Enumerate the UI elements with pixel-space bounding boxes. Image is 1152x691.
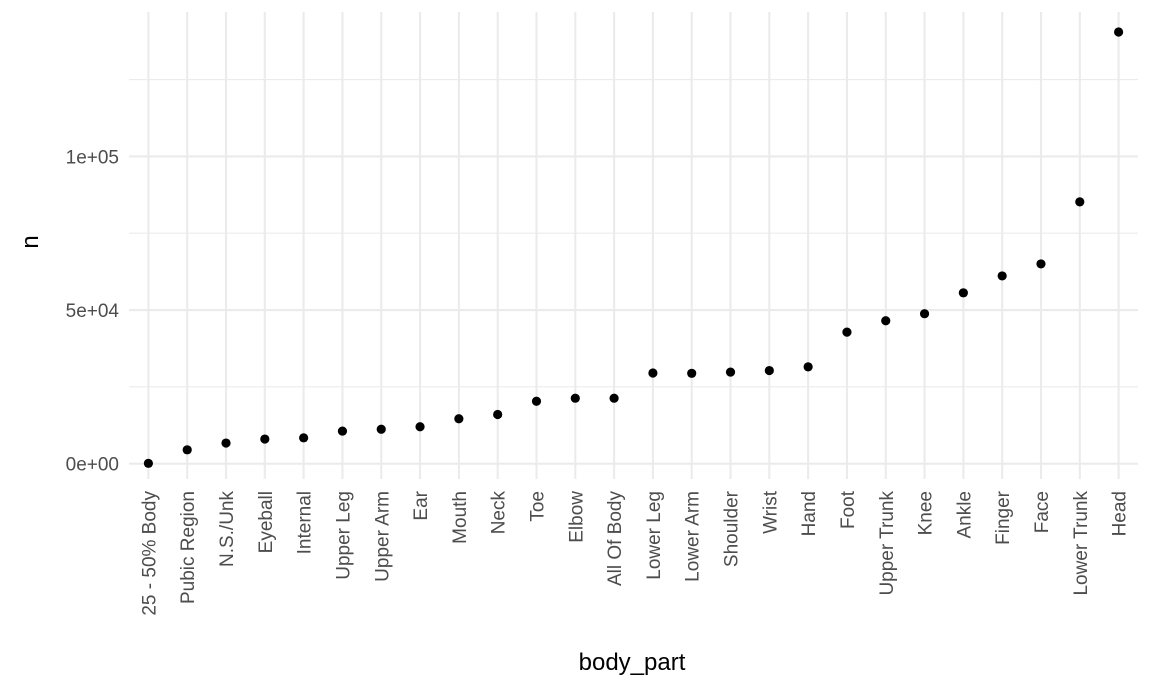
y-axis-tick-labels: 0e+00 5e+04 1e+05 <box>66 147 120 475</box>
x-tick-label: Upper Arm <box>372 491 393 582</box>
data-point <box>648 368 658 378</box>
x-tick-label: Internal <box>295 491 316 554</box>
data-point <box>493 409 503 420</box>
x-tick-label: Upper Trunk <box>877 491 898 596</box>
data-point <box>143 458 154 468</box>
data-point <box>531 396 542 406</box>
x-tick-label: N.S./Unk <box>217 491 238 568</box>
x-tick-label: Ankle <box>954 491 975 539</box>
x-tick-label: All Of Body <box>605 491 626 587</box>
x-tick-label: Eyeball <box>256 491 277 553</box>
y-axis-title: n <box>17 235 44 248</box>
x-axis-title: body_part <box>579 649 686 676</box>
data-point <box>764 365 774 376</box>
data-point <box>299 433 309 443</box>
data-points <box>143 27 1124 468</box>
x-tick-label: Lower Arm <box>683 491 704 582</box>
data-point <box>842 327 852 337</box>
data-point <box>376 424 386 434</box>
data-point <box>337 426 348 436</box>
x-tick-label: Elbow <box>566 491 587 543</box>
x-tick-label: Mouth <box>450 491 471 544</box>
x-tick-label: Wrist <box>760 490 781 534</box>
y-tick-label: 5e+04 <box>66 301 120 322</box>
data-point <box>1075 197 1085 207</box>
x-tick-label: Face <box>1032 491 1053 533</box>
data-point <box>1113 27 1124 37</box>
data-point <box>881 316 891 326</box>
grid-lines <box>129 12 1138 479</box>
x-tick-label: Lower Leg <box>644 491 665 580</box>
x-axis-tick-labels: 25 - 50% Body Pubic Region N.S./Unk Eyeball… <box>139 490 1130 615</box>
data-point <box>221 438 231 448</box>
data-point <box>919 309 930 319</box>
data-point <box>454 414 464 424</box>
x-tick-label: 25 - 50% Body <box>139 491 160 616</box>
data-point <box>260 434 270 444</box>
data-point <box>687 368 697 378</box>
x-tick-label: Head <box>1110 491 1131 536</box>
x-tick-label: Finger <box>993 490 1014 545</box>
x-tick-label: Shoulder <box>722 490 743 567</box>
x-tick-label: Hand <box>799 491 820 536</box>
x-tick-label: Neck <box>489 491 510 535</box>
data-point <box>415 422 425 432</box>
x-tick-label: Knee <box>916 491 937 535</box>
data-point <box>182 445 192 455</box>
data-point <box>609 393 619 403</box>
x-tick-label: Foot <box>838 490 859 529</box>
x-tick-label: Toe <box>527 491 548 522</box>
x-tick-label: Pubic Region <box>178 491 199 604</box>
x-tick-label: Upper Leg <box>333 491 354 580</box>
x-tick-label: Ear <box>411 490 432 520</box>
y-tick-label: 1e+05 <box>66 147 119 168</box>
data-point <box>570 393 580 403</box>
data-point <box>958 288 968 298</box>
data-point <box>1036 259 1046 269</box>
data-point <box>997 271 1007 281</box>
data-point <box>803 362 813 372</box>
y-tick-label: 0e+00 <box>66 455 119 476</box>
x-tick-label: Lower Trunk <box>1071 491 1092 596</box>
data-point <box>725 367 736 377</box>
